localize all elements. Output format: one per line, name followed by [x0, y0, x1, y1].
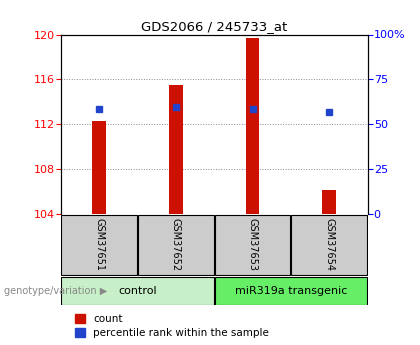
Bar	[92, 121, 106, 214]
Legend: count, percentile rank within the sample: count, percentile rank within the sample	[74, 314, 269, 338]
Bar	[291, 215, 367, 275]
Text: GSM37651: GSM37651	[94, 218, 104, 272]
Bar	[215, 215, 291, 275]
Text: miR319a transgenic: miR319a transgenic	[235, 286, 347, 296]
Title: GDS2066 / 245733_at: GDS2066 / 245733_at	[141, 20, 287, 33]
Text: GSM37652: GSM37652	[171, 218, 181, 272]
Bar	[169, 85, 183, 214]
Text: GSM37654: GSM37654	[324, 218, 334, 272]
Bar	[246, 38, 260, 214]
Bar	[138, 215, 214, 275]
Text: control: control	[118, 286, 157, 296]
Bar	[61, 215, 137, 275]
Bar	[61, 277, 214, 305]
Bar	[215, 277, 367, 305]
Bar	[322, 190, 336, 214]
Text: GSM37653: GSM37653	[247, 218, 257, 272]
Text: genotype/variation ▶: genotype/variation ▶	[4, 286, 108, 296]
